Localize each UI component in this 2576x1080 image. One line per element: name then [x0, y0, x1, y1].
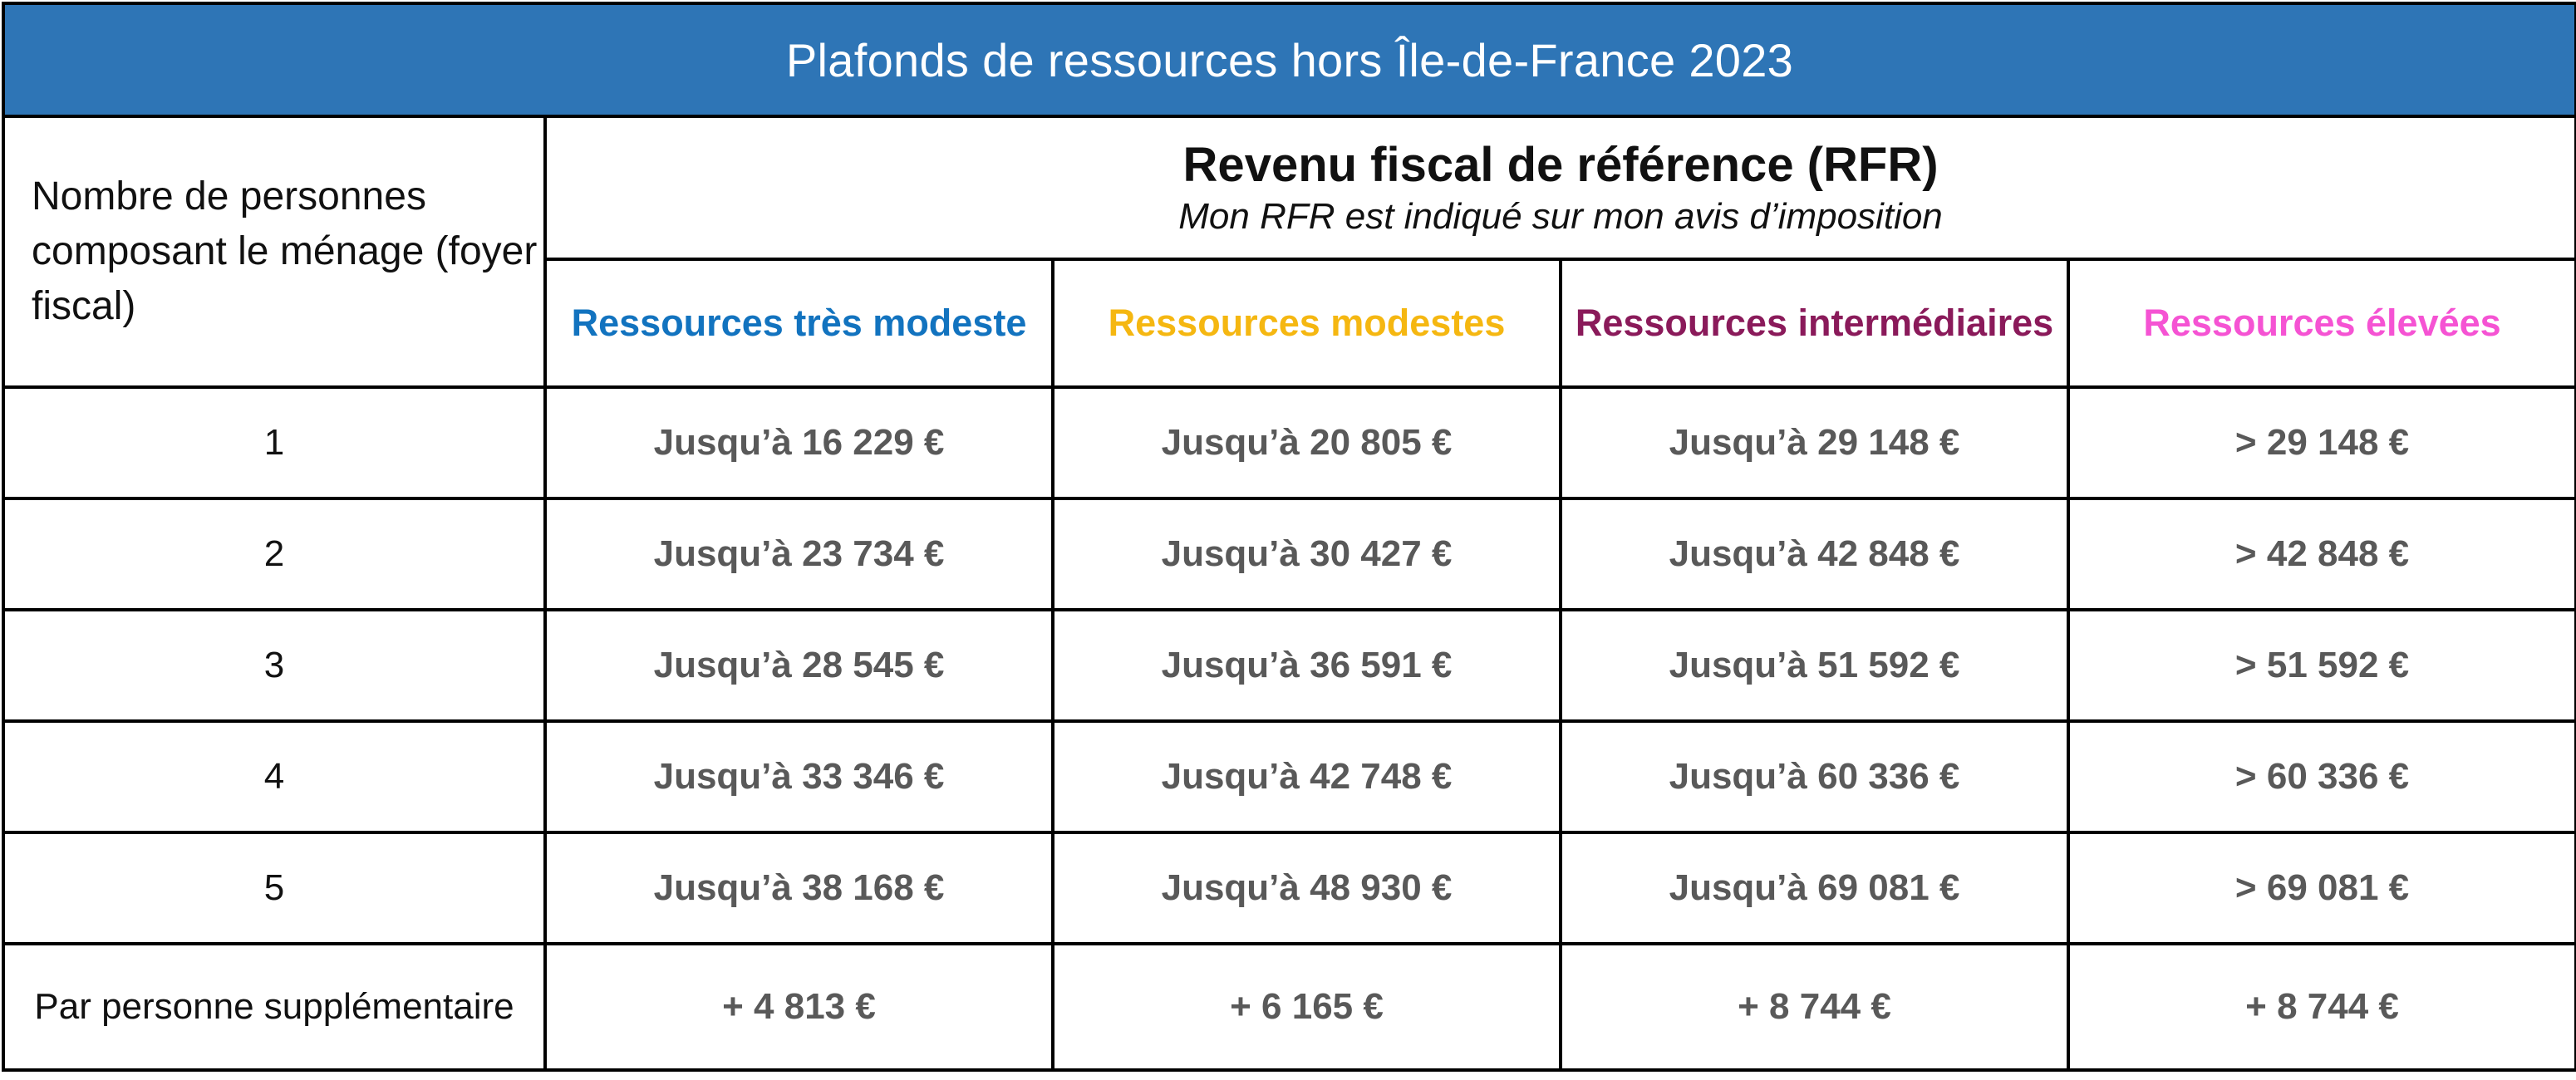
category-header: Ressources intermédiaires [1559, 258, 2070, 389]
rfr-header-row: Nombre de personnes composant le ménage … [2, 115, 2576, 389]
income-ceiling-cell: + 8 744 € [1559, 942, 2070, 1072]
rfr-subtitle: Mon RFR est indiqué sur mon avis d’impos… [1178, 196, 1943, 237]
income-ceiling-cell: Jusqu’à 16 229 € [543, 385, 1054, 500]
rfr-header: Revenu fiscal de référence (RFR) Mon RFR… [543, 115, 2576, 261]
category-header: Ressources très modeste [543, 258, 1054, 389]
income-ceiling-cell: Jusqu’à 38 168 € [543, 831, 1054, 945]
income-ceiling-cell: > 69 081 € [2066, 831, 2576, 945]
income-ceiling-cell: Jusqu’à 51 592 € [1559, 608, 2070, 723]
household-size-cell: 2 [2, 497, 547, 611]
income-ceiling-cell: Jusqu’à 69 081 € [1559, 831, 2070, 945]
income-ceiling-cell: + 6 165 € [1051, 942, 1562, 1072]
income-ceiling-cell: Jusqu’à 36 591 € [1051, 608, 1562, 723]
table-title: Plafonds de ressources hors Île-de-Franc… [1, 2, 2576, 118]
household-size-cell: 4 [2, 719, 547, 834]
income-ceiling-cell: Jusqu’à 42 848 € [1559, 497, 2070, 611]
household-size-cell: Par personne supplémentaire [2, 942, 547, 1072]
income-ceiling-cell: Jusqu’à 48 930 € [1051, 831, 1562, 945]
table-row: 2 Jusqu’à 23 734 € Jusqu’à 30 427 € Jusqu’à… [2, 497, 2576, 611]
table-row: 4 Jusqu’à 33 346 € Jusqu’à 42 748 € Jusqu’à… [2, 719, 2576, 834]
income-ceiling-cell: Jusqu’à 28 545 € [543, 608, 1054, 723]
rfr-title: Revenu fiscal de référence (RFR) [1182, 138, 1939, 192]
household-size-header: Nombre de personnes composant le ménage … [2, 115, 547, 389]
extra-person-row: Par personne supplémentaire + 4 813 € + 6 … [2, 942, 2576, 1072]
income-ceiling-cell: Jusqu’à 20 805 € [1051, 385, 1562, 500]
income-ceiling-cell: Jusqu’à 30 427 € [1051, 497, 1562, 611]
table-body: 1 Jusqu’à 16 229 € Jusqu’à 20 805 € Jusqu’à… [2, 385, 2576, 1072]
category-header: Ressources élevées [2066, 258, 2576, 389]
income-ceiling-cell: > 42 848 € [2066, 497, 2576, 611]
income-ceiling-cell: + 4 813 € [543, 942, 1054, 1072]
income-ceiling-cell: Jusqu’à 42 748 € [1051, 719, 1562, 834]
income-ceiling-cell: Jusqu’à 33 346 € [543, 719, 1054, 834]
table-row: 1 Jusqu’à 16 229 € Jusqu’à 20 805 € Jusqu’à… [2, 385, 2576, 500]
income-ceiling-cell: > 60 336 € [2066, 719, 2576, 834]
household-size-cell: 1 [2, 385, 547, 500]
income-ceiling-cell: > 51 592 € [2066, 608, 2576, 723]
title-row: Plafonds de ressources hors Île-de-Franc… [1, 2, 2576, 118]
income-ceiling-cell: > 29 148 € [2066, 385, 2576, 500]
income-ceiling-cell: Jusqu’à 29 148 € [1559, 385, 2070, 500]
income-ceiling-cell: + 8 744 € [2066, 942, 2576, 1072]
income-ceiling-cell: Jusqu’à 23 734 € [543, 497, 1054, 611]
category-header-row: Ressources très modeste Ressources modest… [3, 258, 2576, 389]
household-size-cell: 3 [2, 608, 547, 723]
household-size-cell: 5 [2, 831, 547, 945]
category-header: Ressources modestes [1051, 258, 1562, 389]
income-ceiling-cell: Jusqu’à 60 336 € [1559, 719, 2070, 834]
table-row: 3 Jusqu’à 28 545 € Jusqu’à 36 591 € Jusqu’à… [2, 608, 2576, 723]
table-row: 5 Jusqu’à 38 168 € Jusqu’à 48 930 € Jusqu’à… [2, 831, 2576, 945]
